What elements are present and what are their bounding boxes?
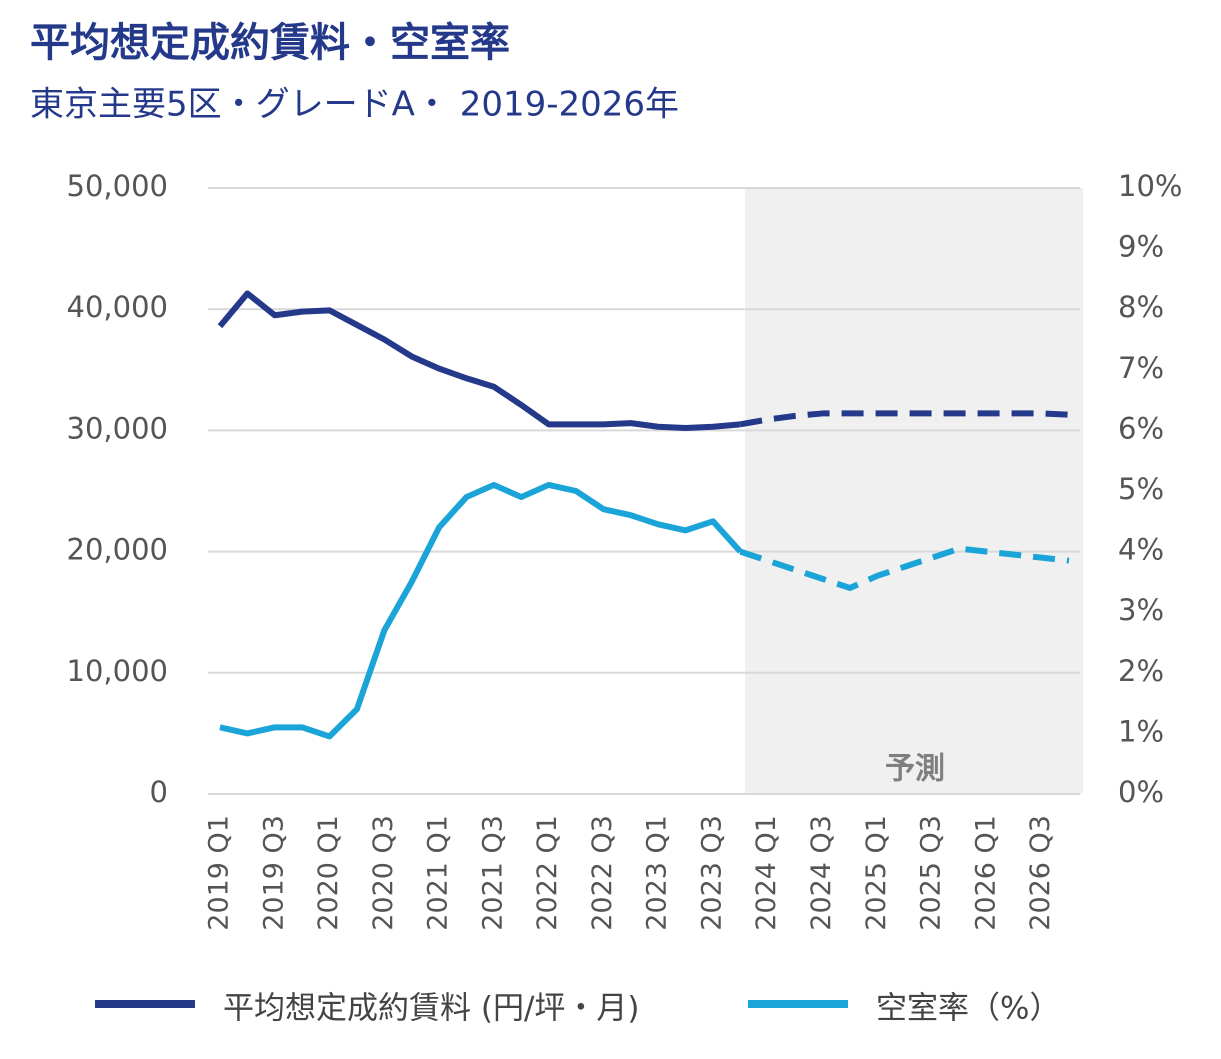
chart-title: 平均想定成約賃料・空室率 <box>30 20 510 66</box>
y-tick-label: 20,000 <box>67 533 168 567</box>
forecast-line <box>739 410 1070 428</box>
y-tick-label: 10,000 <box>67 654 168 688</box>
y2-tick-label: 8% <box>1118 290 1164 324</box>
x-tick-label: 2026 Q1 <box>970 815 1001 931</box>
x-tick-label: 2021 Q3 <box>477 815 508 931</box>
y2-tick-label: 1% <box>1118 714 1164 748</box>
x-tick-label: 2024 Q3 <box>806 815 837 931</box>
x-tick-label: 2019 Q1 <box>204 815 235 931</box>
y2-tick-label: 9% <box>1118 230 1164 264</box>
x-tick-label: 2024 Q1 <box>751 815 782 931</box>
forecast-line <box>739 545 1070 591</box>
x-tick-label: 2026 Q3 <box>1025 815 1056 931</box>
y2-tick-label: 4% <box>1118 533 1164 567</box>
y-tick-label: 30,000 <box>67 411 168 445</box>
legend-label: 空室率（%） <box>876 991 1060 1027</box>
legend-label: 平均想定成約賃料 (円/坪・月) <box>223 991 640 1027</box>
y2-tick-label: 6% <box>1118 411 1164 445</box>
y2-tick-label: 10% <box>1118 169 1182 203</box>
y-tick-label: 0 <box>150 775 168 809</box>
y-tick-label: 40,000 <box>67 290 168 324</box>
x-tick-label: 2025 Q1 <box>861 815 892 931</box>
x-tick-label: 2021 Q1 <box>423 815 454 931</box>
y2-tick-label: 3% <box>1118 593 1164 627</box>
x-tick-label: 2023 Q3 <box>696 815 727 931</box>
line <box>217 290 741 431</box>
y2-tick-label: 7% <box>1118 351 1164 385</box>
x-tick-label: 2023 Q1 <box>642 815 673 931</box>
line <box>219 481 743 740</box>
y2-tick-label: 0% <box>1118 775 1164 809</box>
x-tick-label: 2020 Q1 <box>313 815 344 931</box>
x-tick-label: 2020 Q3 <box>368 815 399 931</box>
x-tick-label: 2022 Q3 <box>587 815 618 931</box>
x-tick-label: 2022 Q1 <box>532 815 563 931</box>
chart-subtitle: 東京主要5区・グレードA・ 2019-2026年 <box>30 85 679 125</box>
y-tick-label: 50,000 <box>67 169 168 203</box>
x-tick-label: 2025 Q3 <box>916 815 947 931</box>
y2-tick-label: 2% <box>1118 654 1164 688</box>
x-tick-label: 2019 Q3 <box>258 815 289 931</box>
y2-tick-label: 5% <box>1118 472 1164 506</box>
forecast-label: 予測 <box>885 752 945 787</box>
forecast-region <box>745 188 1083 794</box>
